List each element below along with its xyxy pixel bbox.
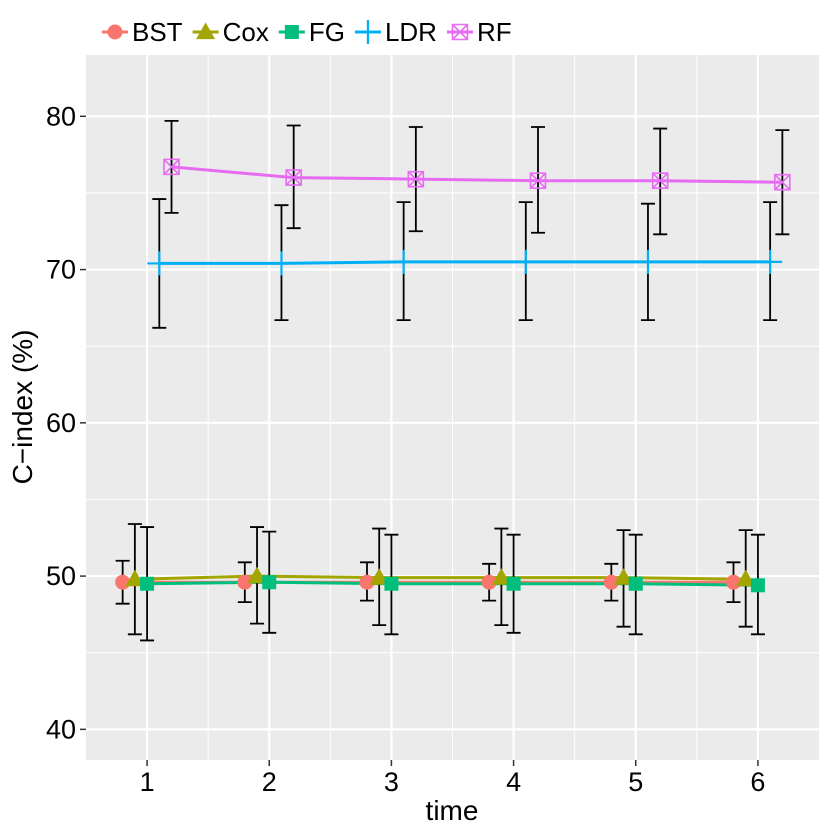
y-tick-label: 40 — [46, 714, 76, 744]
point-fg — [750, 578, 765, 593]
point-ldr — [269, 251, 294, 276]
points — [115, 158, 791, 593]
legend-label-ldr: LDR — [385, 17, 437, 47]
x-tick-label: 4 — [506, 767, 521, 797]
y-tick-labels: 40 50 60 70 80 — [46, 101, 76, 744]
point-fg — [384, 576, 399, 591]
point-bst — [481, 574, 497, 590]
point-cox — [247, 566, 267, 584]
legend-label-cox: Cox — [223, 17, 269, 47]
point-fg — [628, 576, 643, 591]
point-ldr — [391, 249, 416, 274]
point-bst — [359, 574, 375, 590]
x-tick-label: 6 — [750, 767, 765, 797]
point-fg — [506, 576, 521, 591]
legend-label-fg: FG — [309, 17, 345, 47]
point-ldr — [758, 249, 783, 274]
legend-item-ldr: LDR — [354, 17, 437, 47]
legend-item-rf: RF — [446, 17, 512, 47]
y-tick-label: 80 — [46, 101, 76, 131]
point-ldr — [635, 249, 660, 274]
point-rf — [651, 172, 669, 189]
point-rf — [407, 170, 425, 188]
x-tick-labels: 1 2 3 4 5 6 — [140, 767, 766, 797]
point-fg — [140, 576, 155, 591]
y-axis-title: C−index (%) — [7, 330, 38, 485]
x-tick-label: 1 — [140, 767, 155, 797]
point-cox — [736, 569, 756, 587]
legend-item-bst: BST — [102, 17, 183, 47]
point-cox — [614, 568, 634, 585]
series-line-cox — [134, 574, 746, 581]
legend-marker-rf — [451, 23, 469, 41]
point-fg — [262, 575, 277, 590]
point-ldr — [147, 251, 172, 276]
legend-marker-cox — [196, 22, 216, 40]
point-cox — [369, 568, 389, 585]
series-line-rf — [171, 165, 783, 184]
point-rf — [529, 172, 547, 189]
legend-marker-ldr — [355, 20, 380, 44]
point-bst — [237, 574, 253, 590]
y-tick-label: 50 — [46, 561, 76, 591]
point-bst — [603, 574, 619, 590]
legend-label-rf: RF — [477, 17, 512, 47]
point-ldr — [513, 249, 538, 274]
x-tick-label: 2 — [262, 767, 277, 797]
legend-label-bst: BST — [132, 17, 183, 47]
point-rf — [774, 173, 791, 191]
legend: BST Cox FG LDR RF — [95, 10, 535, 55]
point-rf — [163, 158, 180, 176]
x-tick-label: 3 — [384, 767, 399, 797]
y-tick-label: 60 — [46, 408, 76, 438]
grid-major — [86, 55, 819, 760]
y-tick-label: 70 — [46, 255, 76, 285]
x-axis-title: time — [426, 795, 479, 826]
point-rf — [285, 169, 302, 186]
legend-marker-bst — [107, 24, 123, 40]
point-cox — [125, 569, 145, 587]
series-line-ldr — [159, 260, 771, 265]
legend-marker-fg — [284, 25, 299, 39]
legend-item-cox: Cox — [192, 17, 269, 47]
x-tick-label: 5 — [628, 767, 643, 797]
legend-item-fg: FG — [278, 17, 345, 47]
grid-minor — [86, 55, 819, 760]
point-cox — [491, 568, 511, 585]
axis-ticks — [80, 115, 759, 766]
